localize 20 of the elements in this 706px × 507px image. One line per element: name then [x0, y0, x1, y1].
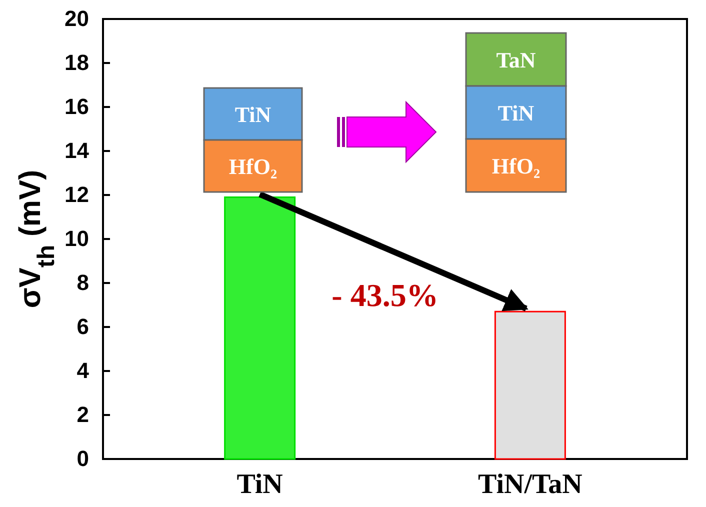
annotation: TiN	[234, 102, 272, 127]
y-tick-label: 14	[64, 138, 90, 164]
y-tick-label: 20	[64, 6, 89, 32]
annotation: HfO₂	[492, 154, 540, 178]
y-tick-label: 10	[64, 226, 89, 252]
annotation: TaN	[496, 48, 536, 72]
y-tick-label: 4	[76, 358, 90, 384]
y-tick-label: 18	[64, 50, 89, 76]
annotation: TiN	[498, 100, 534, 126]
y-tick-label: 8	[76, 270, 89, 296]
annotation: - 43.5%	[332, 277, 438, 313]
x-tick-label: TiN/TaN	[478, 468, 582, 500]
y-tick-label: 6	[76, 314, 89, 340]
annotation: HfO₂	[228, 154, 278, 179]
layer-stack: TiN HfO₂	[203, 87, 303, 193]
y-tick-label: 16	[64, 94, 89, 120]
y-tick-label: 0	[76, 446, 89, 472]
y-tick-label: 12	[64, 182, 89, 208]
layer-stack: TaN TiN HfO₂	[465, 32, 567, 193]
y-tick-label: 2	[76, 402, 89, 428]
